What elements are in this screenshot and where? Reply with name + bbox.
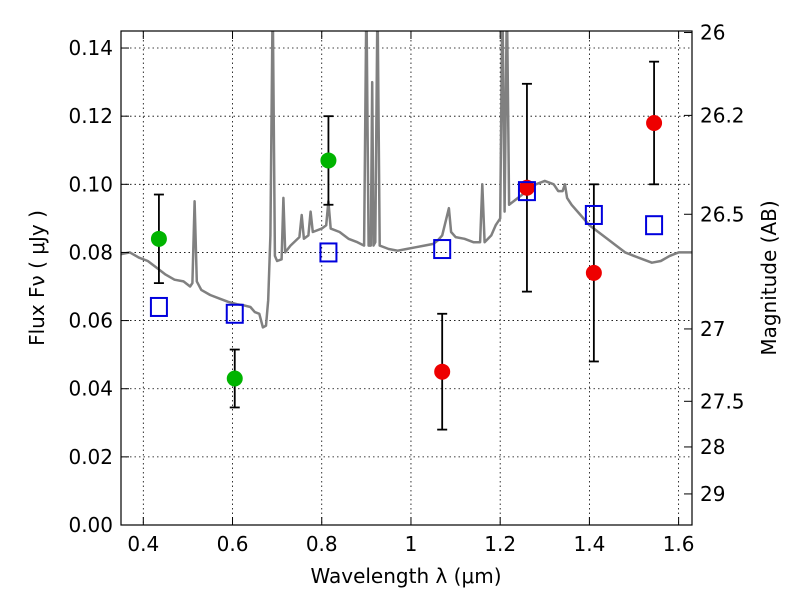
mag-tick-label: 29 [700,482,725,506]
y-tick-label: 0.10 [68,172,113,196]
data-point-square [517,181,536,202]
mag-tick-label: 26.5 [700,202,745,226]
x-tick-label: 0.8 [306,532,338,556]
x-tick-label: 1.2 [484,532,516,556]
data-point-circle [320,152,337,169]
grid [121,31,692,526]
data-point-circle [226,370,243,387]
mag-tick-label: 26 [700,21,725,45]
data-point-square [225,303,244,324]
spectrum-line [121,31,692,329]
plot-frame [120,30,693,526]
data-point-circle [646,114,663,131]
data-point-square [584,204,603,225]
y-tick-label: 0.06 [68,309,113,333]
marker-layer [149,60,664,431]
mag-tick-label: 27.5 [700,389,745,413]
y2-axis-label: Magnitude (AB) [757,200,781,355]
x-tick-label: 0.4 [127,532,159,556]
x-tick-label: 1 [405,532,418,556]
x-tick-label: 1.4 [573,532,605,556]
data-point-circle [585,264,602,281]
y-tick-label: 0.02 [68,445,113,469]
y-tick-label: 0.04 [68,377,113,401]
data-point-circle [518,179,535,196]
x-tick-label: 1.6 [663,532,695,556]
y-tick-label: 0.12 [68,104,113,128]
y-tick-label: 0.00 [68,513,113,537]
y-tick-label: 0.08 [68,240,113,264]
ticks: 0.4 0.6 0.8 1 1.2 1.4 1.6 0.00 0.02 0.04 0.06 0.08 0… [68,21,744,556]
data-point-square [645,215,664,236]
data-point-square [149,296,168,317]
data-point-circle [434,363,451,380]
mag-tick-label: 28 [700,435,725,459]
mag-tick-label: 27 [700,317,725,341]
mag-tick-label: 26.2 [700,103,745,127]
data-point-square [433,239,452,260]
y-tick-label: 0.14 [68,36,113,60]
data-point-square [319,242,338,263]
spectrum-layer [121,31,692,329]
data-point-circle [150,230,167,247]
x-axis-label: Wavelength λ (μm) [310,564,501,588]
x-tick-label: 0.6 [217,532,249,556]
y-axis-label: Flux Fν ( μJy ) [25,210,49,346]
